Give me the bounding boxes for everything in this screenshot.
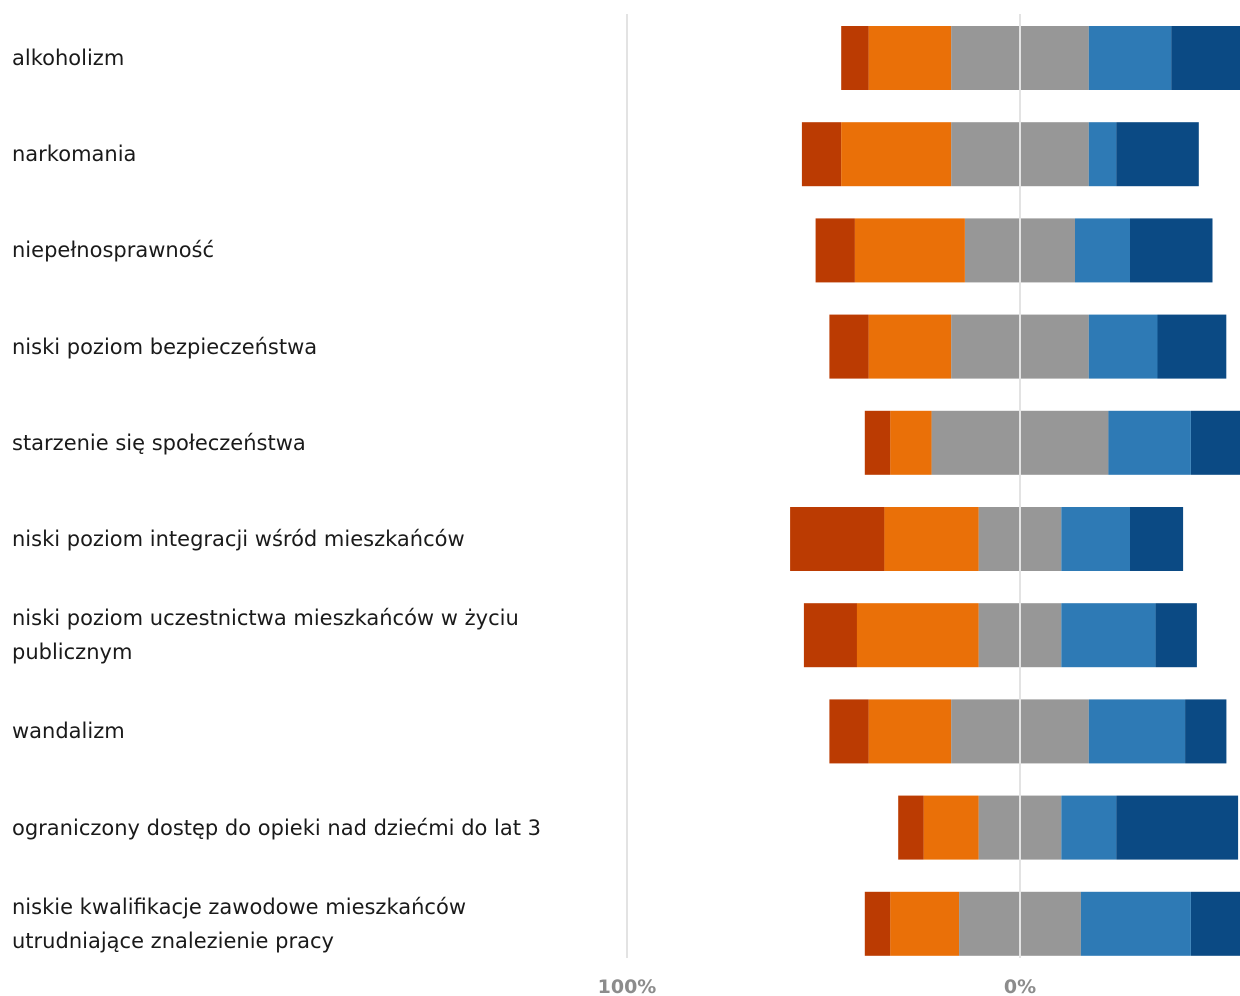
category-labels: alkoholizm narkomania niepełnosprawność nis… [0,0,600,996]
bar-segment-row4-series5 [1157,314,1227,379]
bar-segment-row7-series4 [1061,603,1156,668]
bar-segment-row9-series5 [1116,795,1239,860]
bar-segment-row1-series2 [868,26,952,90]
bar-segment-row10-series2 [890,891,960,956]
category-label: niski poziom bezpieczeństwa [12,334,318,359]
bar-segment-row6-series1 [790,507,885,571]
bar-segment-row7-series5 [1155,603,1197,668]
bar-segment-row9-series1 [898,795,924,860]
category-label: alkoholizm [12,46,125,70]
bar-segment-row3-series4 [1075,218,1130,283]
bar-segment-row6-series2 [884,507,979,571]
bar-segment-row2-series2 [841,122,952,187]
bar-segment-row4-series4 [1088,314,1158,379]
category-label: narkomania [12,142,137,167]
bar-segment-row2-series1 [801,122,842,187]
bar-segment-row1-series1 [841,26,869,90]
bar-segment-row10-series1 [864,891,891,956]
bar-segment-row2-series5 [1116,122,1199,187]
bar-segment-row8-series5 [1185,699,1227,764]
x-tick-label: 0% [1004,976,1036,996]
bar-segment-row5-series5 [1191,410,1240,475]
bar-segment-row10-series5 [1191,891,1240,956]
category-label: wandalizm [12,719,125,744]
bar-segment-row1-series4 [1088,26,1172,90]
bar-segment-row3-series5 [1130,218,1213,283]
category-label: niski poziom integracji wśród mieszkańcó… [12,527,465,551]
bar-segment-row6-series5 [1130,507,1184,571]
category-label: niski poziom uczestnictwa mieszkańców w … [12,606,519,665]
bar-segment-row7-series2 [856,603,979,668]
bar-segment-row3-series2 [854,218,965,283]
bar-segment-row8-series4 [1088,699,1186,764]
bar-segment-row9-series2 [923,795,979,860]
category-label: niepełnosprawność [12,238,215,263]
bar-segment-row8-series2 [868,699,952,764]
bar-segment-row2-series4 [1088,122,1117,187]
bar-segment-row9-series4 [1061,795,1117,860]
bar-segment-row6-series4 [1061,507,1131,571]
category-label: ograniczony dostęp do opieki nad dziećmi… [12,815,542,840]
category-label: niskie kwalifikacje zawodowe mieszkańców… [12,894,466,953]
x-tick-label: 100% [598,976,657,996]
bar-segment-row5-series2 [890,410,932,475]
bar-segment-row4-series1 [829,314,869,379]
bar-segment-row5-series4 [1108,410,1191,475]
bar-segment-row3-series1 [815,218,855,283]
x-axis-ticks: 100% 0% [598,976,1036,996]
bar-segment-row10-series4 [1080,891,1191,956]
bar-segment-row5-series1 [864,410,891,475]
bar-segment-row1-series5 [1171,26,1240,90]
category-label: starzenie się społeczeństwa [12,430,306,455]
bar-segment-row4-series2 [868,314,952,379]
bar-segment-row7-series1 [803,603,857,668]
bars [790,26,1240,956]
bar-segment-row8-series1 [829,699,869,764]
